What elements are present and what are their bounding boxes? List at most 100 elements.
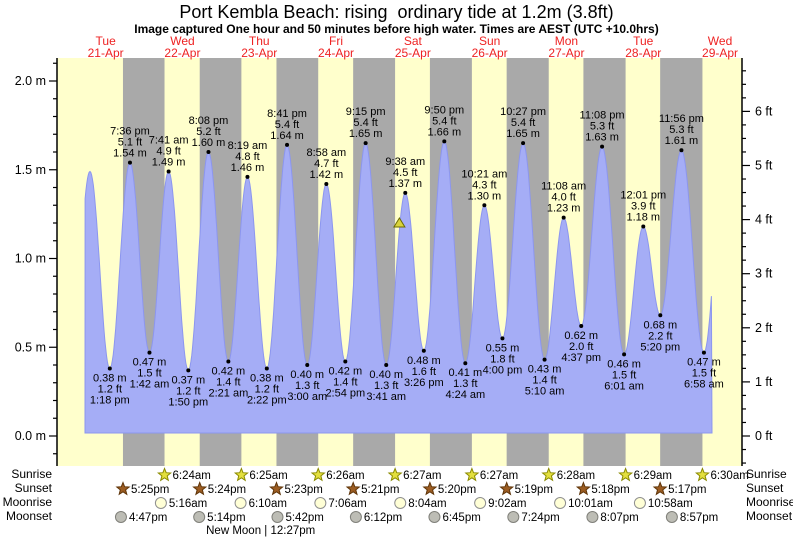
low-tide-annotation: 1:18 pm [90,395,130,407]
sunrise-star-icon [233,467,249,482]
moonset-time: 5:14pm [207,512,245,524]
day-label-weekday: Tue [96,34,117,48]
sunrise-star-icon [541,467,557,482]
moonrise-row-label: Moonrise [2,495,52,509]
sunrise-row-label-right: Sunrise [746,467,787,481]
low-tide-point [384,363,389,367]
low-tide-point [186,368,191,373]
moonrise-time: 5:16am [169,498,207,510]
day-label-weekday: Thu [249,34,270,48]
low-tide-annotation: 1.3 ft [453,378,477,390]
right-axis-label: 3 ft [755,267,773,281]
moonset-time: 4:47pm [129,512,167,524]
low-tide-annotation: 6:58 am [684,379,724,391]
moonrise-circle-icon [234,497,247,509]
low-tide-point [701,350,706,355]
high-tide-annotation: 1.64 m [270,130,304,142]
low-tide-annotation: 2.0 ft [569,341,593,353]
day-label-weekday: Wed [170,34,194,48]
sunrise-star-icon [695,467,710,482]
sunset-time: 5:25pm [131,484,169,496]
moonset-circle-icon [114,511,127,523]
low-tide-point [343,359,348,364]
moonrise-circle-icon [394,497,407,509]
moonrise-circle-icon [633,497,646,509]
sunset-star-icon [575,481,591,496]
high-tide-annotation: 1.61 m [665,135,699,147]
high-tide-annotation: 11:56 pm [659,113,704,125]
high-tide-annotation: 11:08 am [541,181,586,193]
low-tide-point [463,361,468,366]
sunset-star-icon [269,481,284,496]
high-tide-annotation: 10:21 am [461,168,507,180]
sunset-time: 5:17pm [668,484,706,496]
moonset-time: 6:12pm [364,512,402,524]
low-tide-annotation: 0.46 m [607,358,641,370]
sunset-star-icon [345,481,361,496]
low-tide-point [264,366,269,371]
high-tide-annotation: 8:19 am [228,140,268,152]
low-tide-annotation: 0.47 m [687,357,721,369]
sunset-star-icon [499,481,515,496]
high-tide-annotation: 11:08 pm [580,110,625,122]
low-tide-annotation: 0.47 m [133,357,167,369]
low-tide-annotation: 4:00 pm [483,364,523,376]
low-tide-annotation: 1.2 ft [176,385,200,397]
high-tide-point [403,190,408,195]
high-tide-annotation: 5.1 ft [118,137,142,149]
low-tide-annotation: 0.40 m [369,369,403,381]
high-tide-point [600,144,605,149]
low-tide-annotation: 0.40 m [290,369,324,381]
low-tide-annotation: 3:00 am [287,391,327,403]
sunset-time: 5:23pm [284,484,322,496]
moonrise-circle-icon [314,497,327,509]
low-tide-annotation: 5:20 pm [640,341,680,353]
high-tide-annotation: 8:41 pm [267,108,307,120]
low-tide-annotation: 2:21 am [208,387,248,399]
sunrise-row-label: Sunrise [11,467,52,481]
low-tide-annotation: 0.38 m [93,373,127,385]
low-tide-annotation: 1.5 ft [612,369,636,381]
low-tide-annotation: 1.2 ft [98,384,122,396]
sunrise-star-icon [387,467,403,482]
low-tide-annotation: 3:26 pm [404,377,444,389]
high-tide-annotation: 4.8 ft [235,151,259,163]
right-axis-label: 2 ft [755,321,773,335]
day-label-date: 28-Apr [625,46,661,60]
low-tide-annotation: 2.2 ft [648,330,672,342]
day-label-weekday: Tue [633,34,654,48]
high-tide-annotation: 4.0 ft [551,192,575,204]
sunset-time: 5:18pm [591,484,629,496]
right-axis-label: 1 ft [755,375,773,389]
high-tide-annotation: 1.66 m [427,126,461,138]
high-tide-annotation: 5.3 ft [669,124,693,136]
sunrise-time: 6:25am [249,470,287,482]
sunset-star-icon [422,481,438,496]
high-tide-annotation: 5.4 ft [432,115,456,127]
moonrise-time: 10:58am [648,498,693,510]
moonset-time: 6:45pm [442,512,480,524]
moonset-circle-icon [586,511,599,523]
low-tide-annotation: 0.43 m [528,364,562,376]
high-tide-annotation: 4.7 ft [314,158,338,170]
right-axis-label: 0 ft [755,429,773,443]
high-tide-point [561,215,566,220]
high-tide-annotation: 1.42 m [310,169,344,181]
moonset-time: 8:57pm [680,512,718,524]
moonrise-circle-icon [554,497,567,509]
high-tide-annotation: 7:36 pm [110,126,150,138]
low-tide-point [622,352,627,357]
day-label-date: 24-Apr [318,46,354,60]
moonrise-row-label-right: Moonrise [746,495,793,509]
sunrise-star-icon [310,467,326,482]
high-tide-point [521,141,526,146]
moonrise-time: 6:10am [249,498,287,510]
low-tide-annotation: 1.4 ft [216,376,240,388]
low-tide-annotation: 3:41 am [366,391,406,403]
moonset-circle-icon [349,511,362,523]
low-tide-annotation: 2:22 pm [247,395,287,407]
low-tide-annotation: 4:37 pm [561,352,601,364]
high-tide-annotation: 3.9 ft [631,201,655,213]
high-tide-annotation: 9:15 pm [346,106,386,118]
